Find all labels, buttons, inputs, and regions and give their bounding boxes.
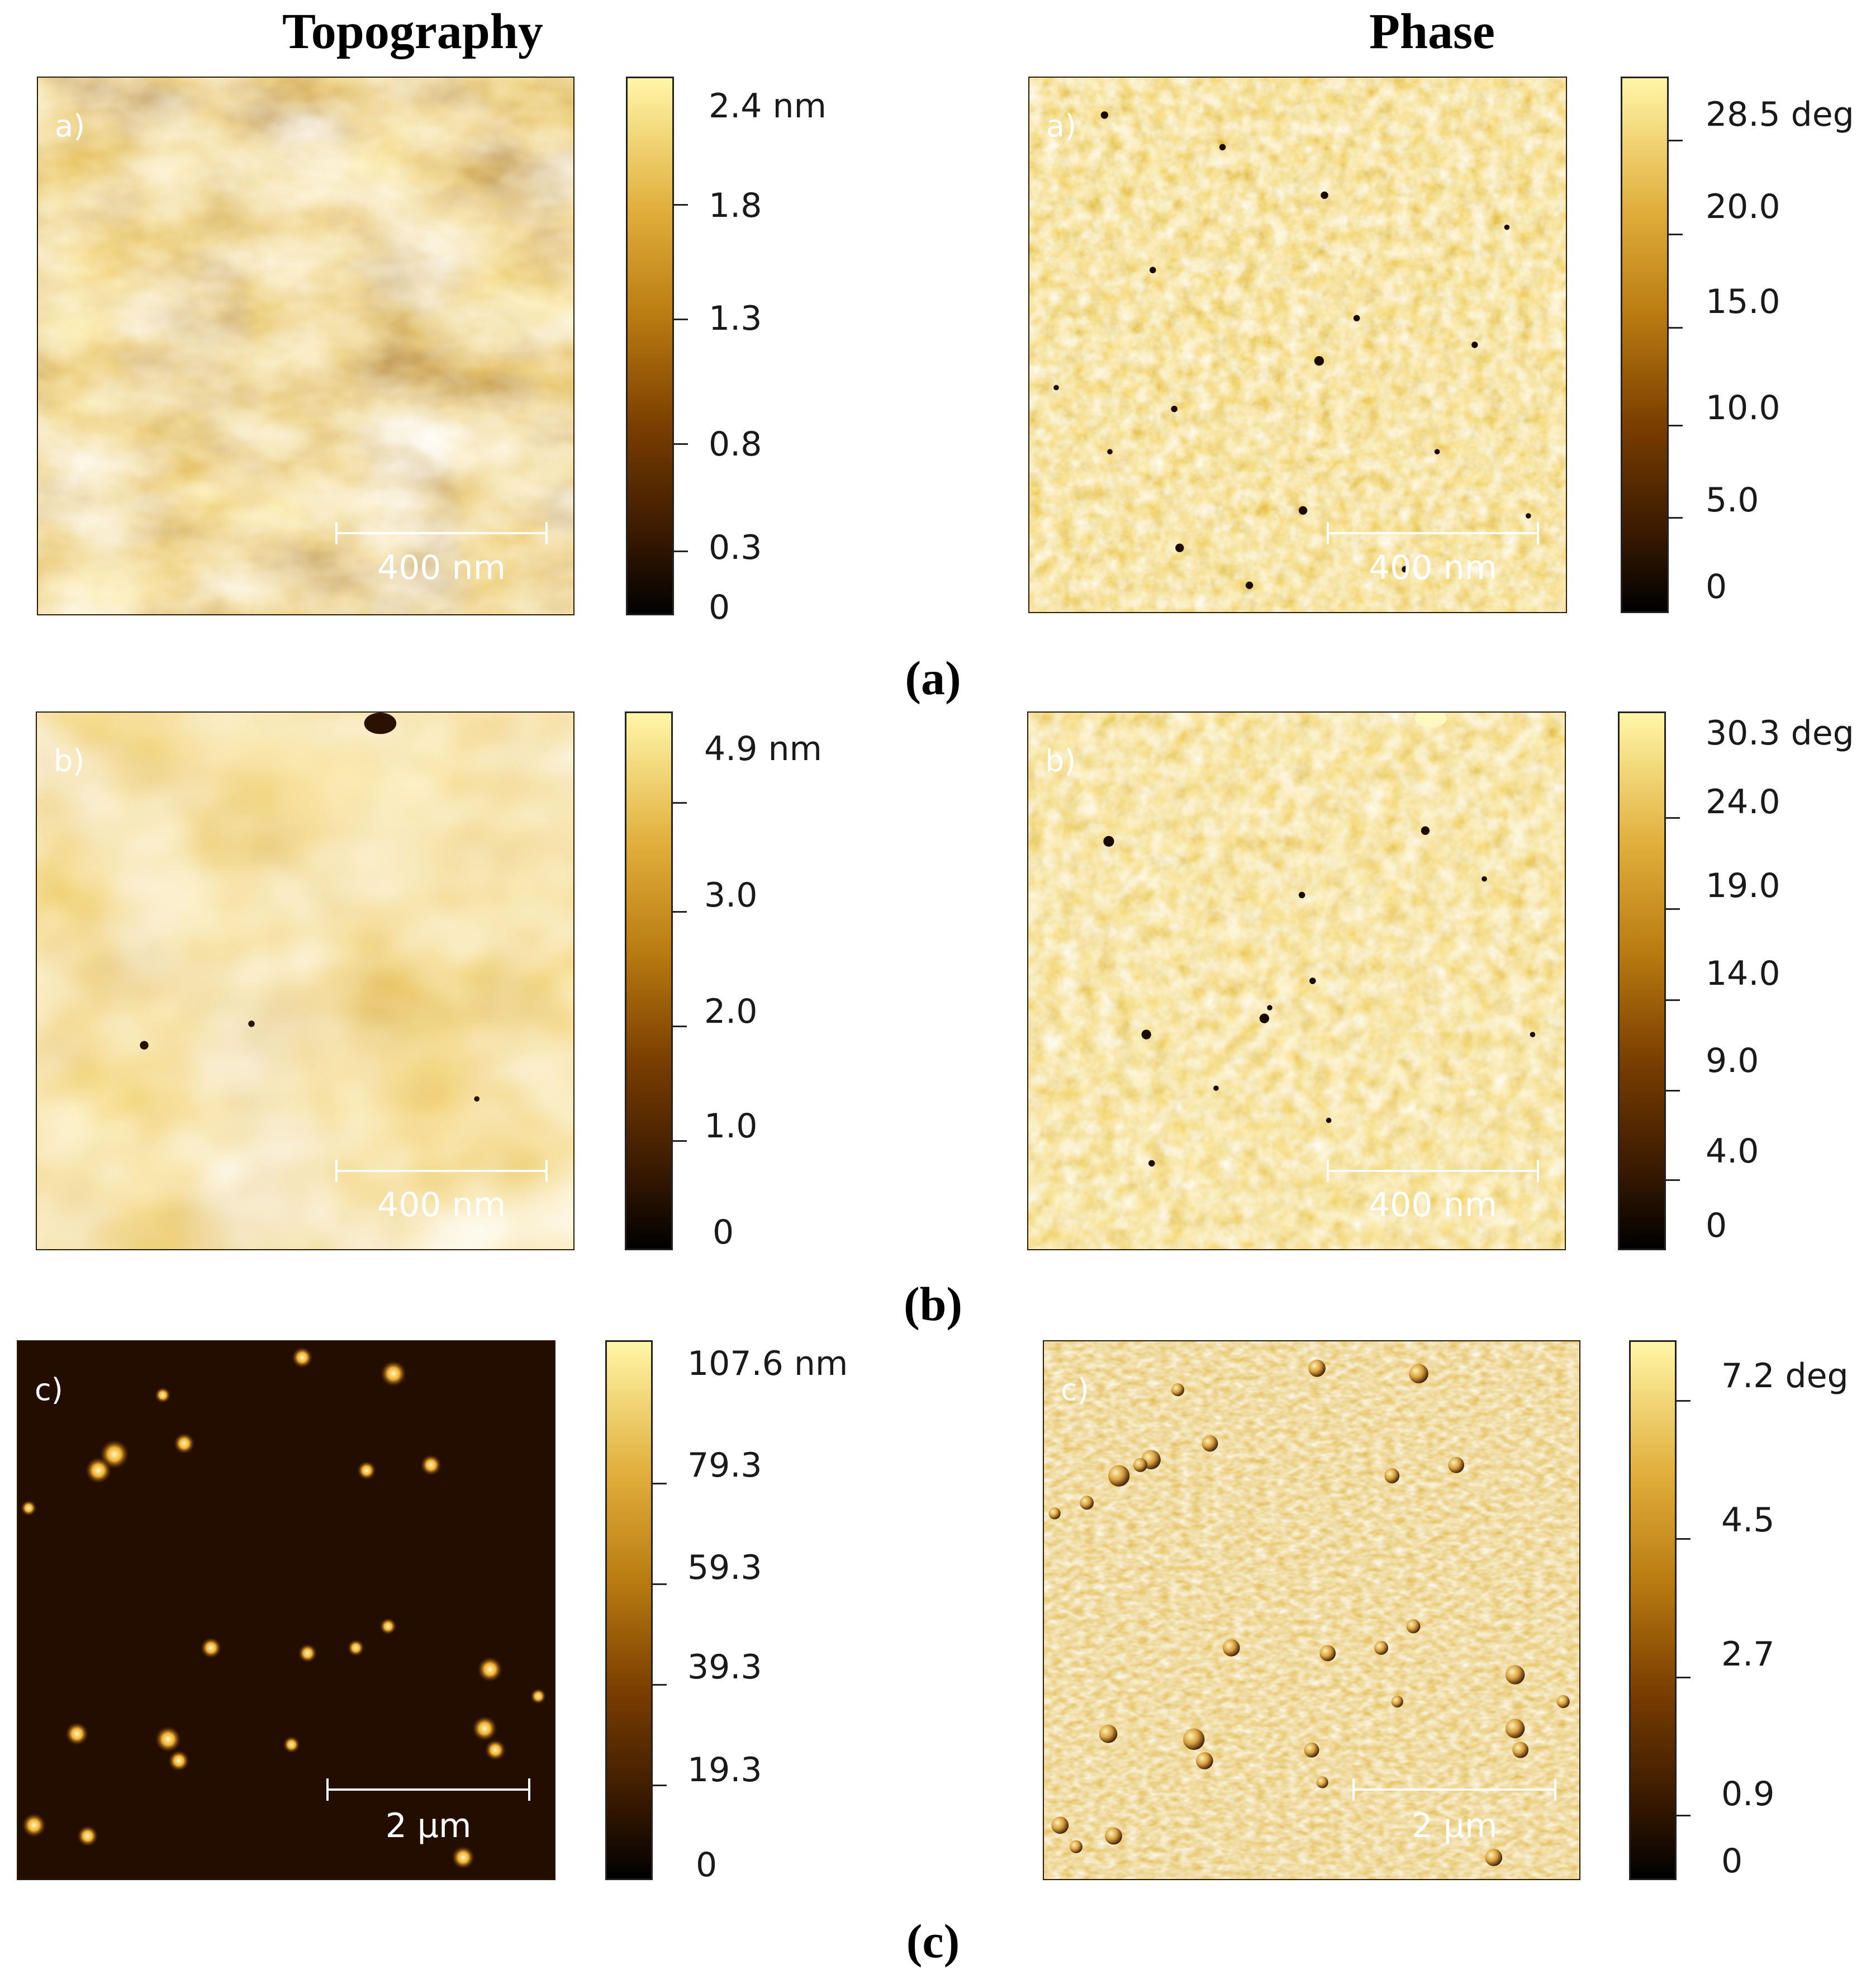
topography-colorbar-c <box>605 1340 653 1880</box>
tick-label: 14.0 <box>1706 954 1780 993</box>
scale-bar <box>335 522 548 544</box>
phase-colorbar-b <box>1618 711 1666 1250</box>
tick-label: 1.8 <box>709 186 762 225</box>
tick-label: 5.0 <box>1706 481 1759 520</box>
tick-label: 4.9 nm <box>704 729 822 768</box>
topography-colorbar-a <box>626 77 674 615</box>
phase-header: Phase <box>1369 4 1495 59</box>
tick-label: 0.9 <box>1721 1775 1775 1814</box>
tick-label: 2.0 <box>704 992 758 1031</box>
tick-label: 7.2 deg <box>1721 1356 1849 1396</box>
tick-label: 2.7 <box>1721 1635 1775 1674</box>
topography-header: Topography <box>282 4 543 59</box>
panel-label: a) <box>1046 108 1077 144</box>
scale-bar <box>335 1160 548 1182</box>
panel-label: b) <box>1045 743 1076 779</box>
scale-bar-label: 2 µm <box>1411 1806 1498 1845</box>
tick-label: 0 <box>1721 1842 1743 1881</box>
phase-colorbar-c <box>1629 1340 1677 1880</box>
tick-label: 19.3 <box>687 1750 762 1790</box>
tick-label: 24.0 <box>1706 782 1780 822</box>
scale-bar <box>1352 1778 1556 1801</box>
tick-label: 0 <box>709 588 730 627</box>
panel-label: a) <box>55 108 86 144</box>
caption-b: (b) <box>903 1277 963 1331</box>
tick-label: 15.0 <box>1706 282 1780 321</box>
tick-label: 9.0 <box>1706 1041 1759 1080</box>
topography-colorbar-b <box>625 711 673 1250</box>
scale-bar-label: 2 µm <box>385 1806 472 1845</box>
tick-label: 0 <box>713 1213 734 1252</box>
tick-label: 59.3 <box>687 1548 762 1587</box>
tick-label: 39.3 <box>687 1648 762 1687</box>
tick-label: 2.4 nm <box>709 87 827 126</box>
tick-label: 3.0 <box>704 876 758 915</box>
tick-label: 1.0 <box>704 1107 758 1146</box>
phase-image-b: b) 400 nm <box>1027 711 1566 1250</box>
scale-bar <box>1327 522 1539 544</box>
phase-colorbar-a <box>1621 77 1669 613</box>
tick-label: 0.3 <box>709 528 762 567</box>
tick-label: 28.5 deg <box>1706 95 1854 134</box>
topography-image-c: c) 2 µm <box>17 1340 555 1880</box>
scale-bar-label: 400 nm <box>1368 1185 1498 1225</box>
panel-label: c) <box>35 1372 63 1407</box>
tick-label: 1.3 <box>709 299 762 338</box>
scale-bar-label: 400 nm <box>377 1185 506 1225</box>
phase-image-c: c) 2 µm <box>1043 1340 1580 1880</box>
tick-label: 4.0 <box>1706 1132 1759 1171</box>
topography-image-a: a) 400 nm <box>37 77 574 615</box>
scale-bar <box>1327 1160 1539 1182</box>
tick-label: 0 <box>1706 1206 1727 1245</box>
panel-label: b) <box>54 743 85 779</box>
tick-label: 20.0 <box>1706 187 1780 226</box>
tick-label: 4.5 <box>1721 1501 1775 1540</box>
tick-label: 19.0 <box>1706 866 1780 905</box>
scale-bar-label: 400 nm <box>1368 548 1498 587</box>
scale-bar-label: 400 nm <box>377 548 506 587</box>
caption-c: (c) <box>906 1914 960 1968</box>
topography-image-b: b) 400 nm <box>36 711 574 1250</box>
tick-label: 0 <box>1706 567 1727 606</box>
tick-label: 10.0 <box>1706 388 1780 428</box>
panel-label: c) <box>1061 1372 1089 1407</box>
tick-label: 0 <box>696 1845 718 1885</box>
tick-label: 0.8 <box>709 425 762 464</box>
caption-a: (a) <box>905 651 961 705</box>
tick-label: 79.3 <box>687 1446 762 1485</box>
phase-image-a: a) 400 nm <box>1028 77 1567 613</box>
tick-label: 107.6 nm <box>687 1344 848 1383</box>
tick-label: 30.3 deg <box>1706 714 1854 753</box>
scale-bar <box>326 1778 530 1801</box>
